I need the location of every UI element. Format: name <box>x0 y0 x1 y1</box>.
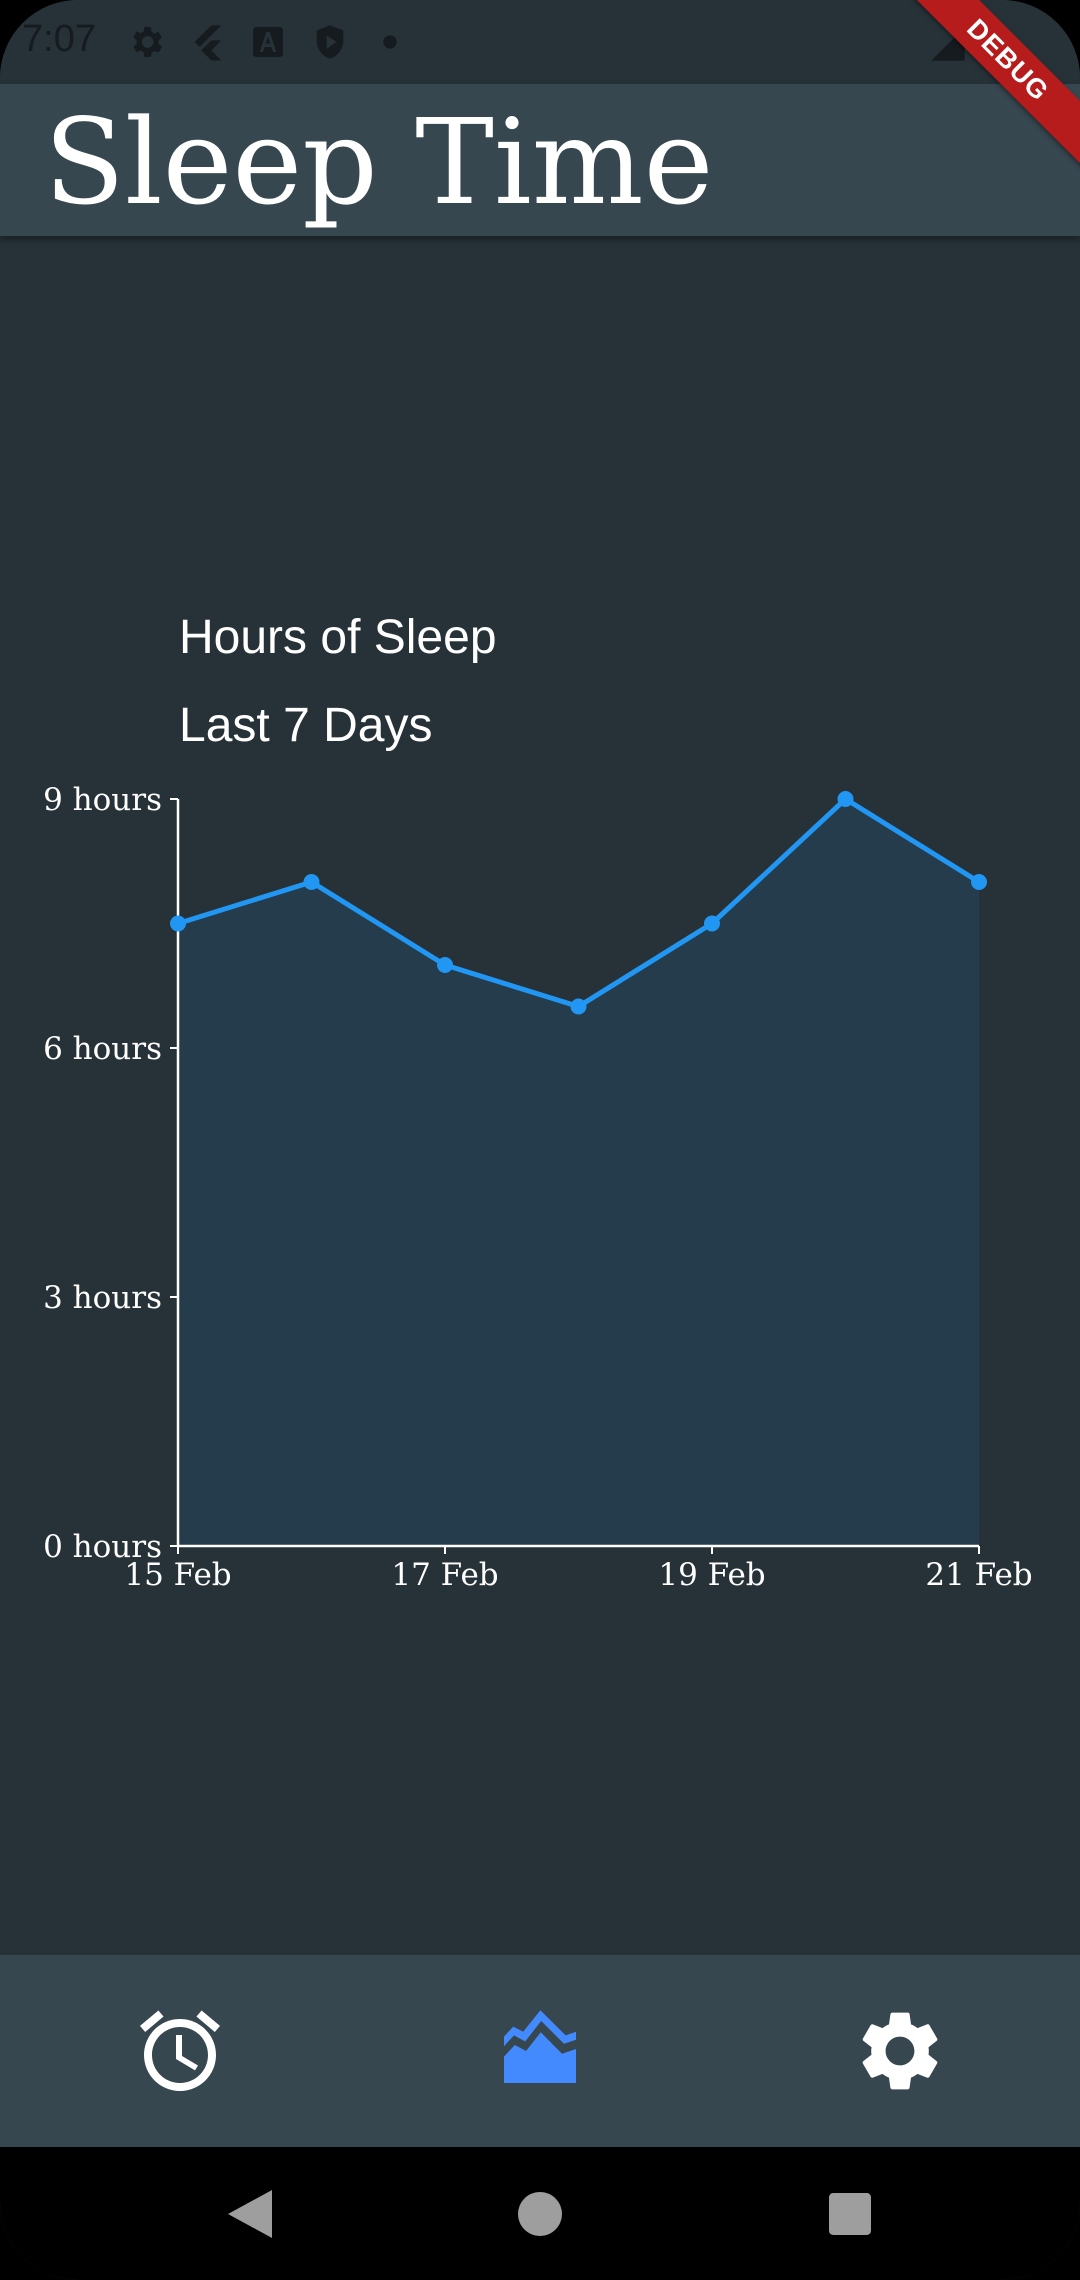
recents-square-icon <box>829 2192 871 2235</box>
data-point <box>570 998 587 1015</box>
nav-item-chart[interactable] <box>360 1955 720 2147</box>
flutter-status-icon <box>194 25 222 61</box>
y-tick-label: 9 hours <box>43 782 162 818</box>
page-title: Sleep Time <box>44 93 714 231</box>
data-point <box>437 957 453 973</box>
alarm-icon <box>140 2010 220 2091</box>
font-status-icon <box>253 27 283 57</box>
data-point <box>971 874 987 890</box>
x-tick-label: 21 Feb <box>925 1557 1032 1593</box>
bottom-navigation <box>0 1955 1080 2147</box>
back-triangle-icon <box>228 2189 272 2238</box>
data-point <box>303 874 320 890</box>
x-tick-label: 15 Feb <box>124 1557 231 1593</box>
x-tick-label: 19 Feb <box>658 1557 765 1593</box>
system-navigation-bar <box>0 2147 1080 2280</box>
dot-status-icon <box>383 35 397 49</box>
settings-status-icon <box>133 27 162 57</box>
nav-item-settings[interactable] <box>720 1955 1080 2147</box>
series-line <box>175 796 982 1009</box>
chart-title: Hours of Sleep <box>179 611 497 664</box>
shield-play-status-icon <box>316 25 344 59</box>
x-tick-label: 17 Feb <box>391 1557 498 1593</box>
gear-icon <box>862 2012 938 2090</box>
y-tick-label: 3 hours <box>43 1280 162 1316</box>
status-bar: 7:07 <box>0 0 1080 84</box>
data-point <box>704 915 720 932</box>
home-button[interactable] <box>480 2147 600 2280</box>
area-fill <box>178 799 979 1546</box>
recents-button[interactable] <box>790 2147 910 2280</box>
nav-item-alarm[interactable] <box>0 1955 360 2147</box>
y-tick-label: 6 hours <box>43 1031 162 1067</box>
back-button[interactable] <box>190 2147 310 2280</box>
app-bar: Sleep Time <box>0 84 1080 236</box>
data-point <box>837 791 854 807</box>
home-circle-icon <box>518 2191 562 2236</box>
chart-subtitle: Last 7 Days <box>179 699 433 752</box>
y-tick-label: 0 hours <box>43 1529 162 1565</box>
area-chart-icon <box>504 2010 576 2083</box>
status-time: 7:07 <box>22 18 96 60</box>
data-point <box>170 915 186 932</box>
